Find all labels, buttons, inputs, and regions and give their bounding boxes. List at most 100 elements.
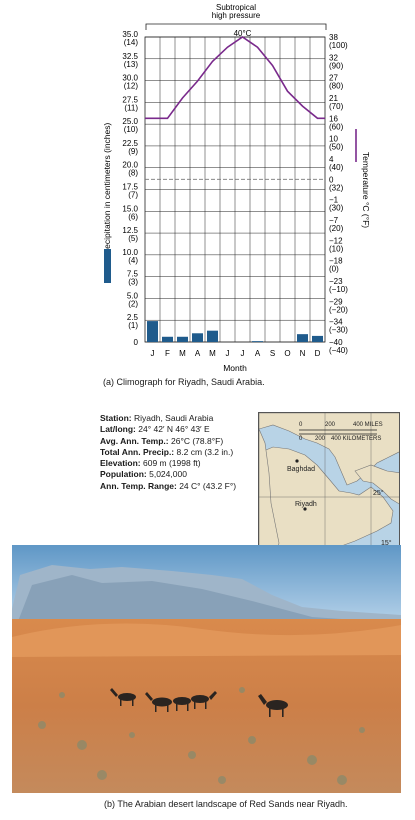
right-tick-c: 4 (329, 155, 334, 164)
month-label: J (151, 349, 155, 358)
map-city-riyadh: Riyadh (295, 501, 317, 508)
right-tick-f: (10) (329, 244, 344, 253)
map-lat-25: 25° (373, 489, 384, 497)
station-label: Station: (100, 413, 132, 423)
map-city-riyadh-dot (303, 507, 307, 511)
station-label: Elevation: (100, 458, 141, 469)
right-tick-f: (−20) (329, 305, 348, 314)
map-scale-km-2: 400 KILOMETERS (331, 436, 381, 442)
right-tick-f: (−10) (329, 285, 348, 294)
month-label: O (284, 349, 290, 358)
left-tick-in: (7) (128, 191, 138, 200)
precip-bar-3 (177, 336, 188, 342)
map-land-africa (259, 428, 280, 581)
precip-bar-11 (297, 334, 308, 342)
climograph: 35.0(14)32.5(13)30.0(12)27.5(11)25.0(10)… (102, 3, 371, 373)
right-tick-f: (20) (329, 224, 344, 233)
left-tick-in: (11) (124, 103, 138, 112)
left-tick-in: (2) (128, 299, 138, 308)
right-tick-c: −1 (329, 196, 339, 205)
right-tick-c: 21 (329, 94, 338, 103)
station-label: Ann. Temp. Range: (100, 480, 177, 491)
station-value: 5,024,000 (146, 469, 187, 480)
station-row: Elevation: 609 m (1998 ft) (100, 458, 236, 469)
station-row: Total Ann. Precip.: 8.2 cm (3.2 in.) (100, 447, 236, 458)
left-tick-cm: 12.5 (122, 226, 138, 235)
left-tick-cm: 22.5 (122, 139, 138, 148)
map-land-iran (354, 464, 399, 505)
station-info: Station: Riyadh, Saudi Arabia Lat/long: 2… (100, 413, 236, 492)
right-tick-c: −12 (329, 236, 343, 245)
left-tick-cm: 27.5 (122, 95, 138, 104)
left-tick-cm: 20.0 (122, 161, 138, 170)
left-tick-in: (3) (128, 278, 138, 287)
left-tick-in: (5) (128, 234, 138, 243)
map-lat-15: 15° (381, 539, 392, 547)
station-label: Avg. Ann. Temp.: (100, 435, 169, 446)
photo-dune (12, 623, 401, 657)
station-value: 609 m (1998 ft) (140, 458, 201, 469)
annotation-bracket (145, 23, 327, 30)
precip-bar-4 (192, 333, 203, 342)
month-label: J (241, 349, 245, 358)
right-tick-c: 0 (329, 175, 334, 184)
left-tick-cm: 32.5 (122, 52, 138, 61)
left-tick-in: (6) (128, 212, 138, 221)
left-tick-cm: 15.0 (122, 204, 138, 213)
station-row: Lat/long: 24° 42′ N 46° 43′ E (100, 424, 236, 435)
precip-bar-1 (147, 321, 158, 342)
right-tick-f: (50) (329, 143, 344, 152)
right-tick-c: −29 (329, 297, 343, 306)
station-value: 24° 42′ N 46° 43′ E (135, 424, 210, 435)
month-label: J (226, 349, 230, 358)
left-tick-cm: 5.0 (127, 291, 139, 300)
right-tick-c: −23 (329, 277, 343, 286)
left-tick-cm: 30.0 (122, 74, 138, 83)
annotation-line-1: Subtropical (216, 3, 256, 12)
right-tick-c: −40 (329, 338, 343, 347)
station-value: 8.2 cm (3.2 in.) (174, 446, 234, 457)
right-tick-f: (40) (329, 163, 344, 172)
precip-bar-5 (207, 330, 218, 342)
right-tick-c: 10 (329, 135, 338, 144)
left-tick-cm: 0 (134, 338, 139, 347)
station-row: Station: Riyadh, Saudi Arabia (100, 413, 236, 424)
right-tick-c: 16 (329, 114, 338, 123)
month-label: M (209, 349, 216, 358)
left-tick-in: (14) (124, 38, 139, 47)
map-scale-mile-2: 400 MILES (353, 422, 383, 428)
right-tick-f: (100) (329, 41, 348, 50)
station-value: 26°C (78.8°F) (168, 435, 224, 446)
map-land-north (259, 413, 399, 486)
station-label: Lat/long: (100, 424, 136, 435)
left-tick-cm: 7.5 (127, 270, 139, 279)
right-tick-c: 38 (329, 33, 338, 42)
right-tick-f: (60) (329, 122, 344, 131)
map-scale-km-0: 0 (299, 436, 303, 442)
month-label: A (195, 349, 201, 358)
left-tick-cm: 35.0 (122, 30, 138, 39)
right-tick-f: (90) (329, 61, 344, 70)
right-tick-c: 32 (329, 53, 338, 62)
station-value: 24 C° (43.2 F°) (176, 480, 237, 491)
precip-bar-8 (252, 341, 263, 342)
temperature-line (144, 36, 326, 120)
precip-bar-2 (162, 336, 173, 342)
legend-precip-swatch (104, 249, 111, 283)
map-scale-mile-1: 200 (325, 422, 336, 428)
month-label: S (270, 349, 275, 358)
climograph-caption: (a) Climograph for Riyadh, Saudi Arabia. (103, 377, 265, 387)
month-label: F (165, 349, 170, 358)
station-row: Population: 5,024,000 (100, 469, 236, 480)
right-tick-f: (0) (329, 265, 339, 274)
peak-label: 40°C (234, 29, 252, 38)
station-value: Riyadh, Saudi Arabia (131, 413, 214, 423)
annotation-line-2: high pressure (212, 11, 261, 20)
photo-camels (110, 688, 288, 717)
right-tick-c: 27 (329, 74, 338, 83)
right-tick-c: −18 (329, 257, 343, 266)
left-tick-cm: 2.5 (127, 313, 139, 322)
left-tick-in: (8) (128, 169, 138, 178)
right-tick-f: (30) (329, 204, 344, 213)
station-row: Avg. Ann. Temp.: 26°C (78.8°F) (100, 436, 236, 447)
